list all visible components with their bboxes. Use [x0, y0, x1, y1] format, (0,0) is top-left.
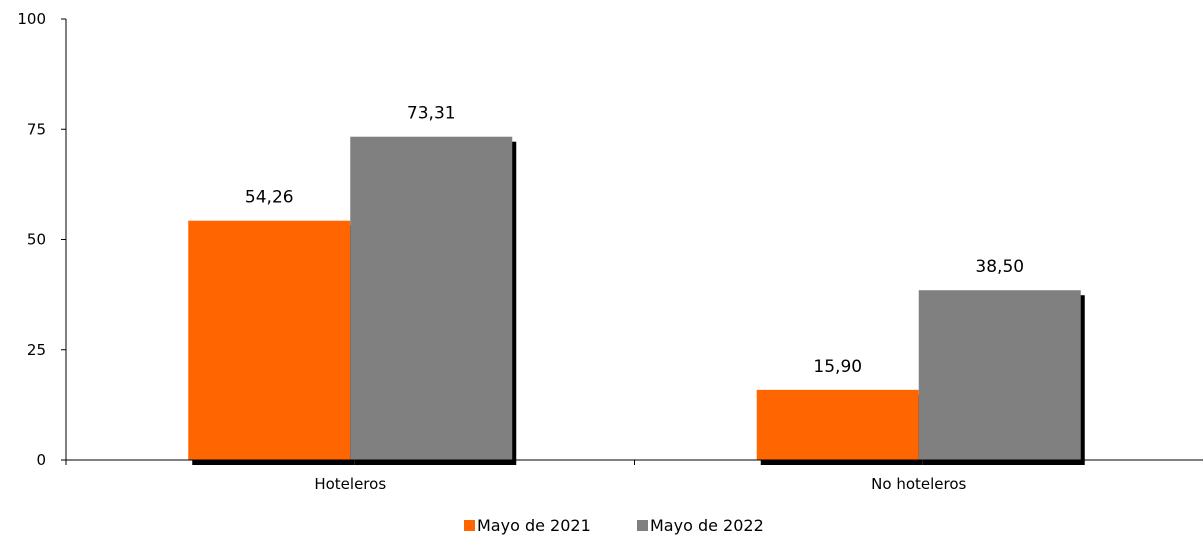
bar: [350, 136, 513, 461]
legend: Mayo de 2021 Mayo de 2022: [464, 516, 764, 535]
legend-label: Mayo de 2021: [477, 516, 591, 535]
data-label: 54,26: [245, 188, 294, 208]
y-axis-ticks: 0 25 50 75 100: [17, 10, 66, 469]
y-tick-label: 100: [17, 10, 46, 28]
legend-swatch: [464, 520, 475, 531]
x-axis-ticks: Hoteleros No hoteleros: [314, 460, 967, 493]
data-label: 15,90: [813, 357, 862, 377]
bar: [188, 220, 351, 460]
x-category-label: Hoteleros: [314, 475, 386, 493]
y-tick-label: 75: [27, 120, 46, 138]
y-tick-label: 25: [27, 341, 46, 359]
legend-swatch: [637, 520, 648, 531]
data-labels: 54,26 73,31 15,90 38,50: [245, 104, 1024, 377]
bar: [918, 290, 1081, 460]
data-label: 73,31: [407, 104, 456, 124]
axes: [61, 19, 1203, 465]
bars: [188, 136, 1081, 461]
bar: [756, 389, 919, 460]
y-tick-label: 50: [27, 231, 46, 249]
y-tick-label: 0: [36, 451, 46, 469]
x-category-label: No hoteleros: [871, 475, 966, 493]
data-label: 38,50: [975, 257, 1024, 277]
legend-label: Mayo de 2022: [650, 516, 764, 535]
